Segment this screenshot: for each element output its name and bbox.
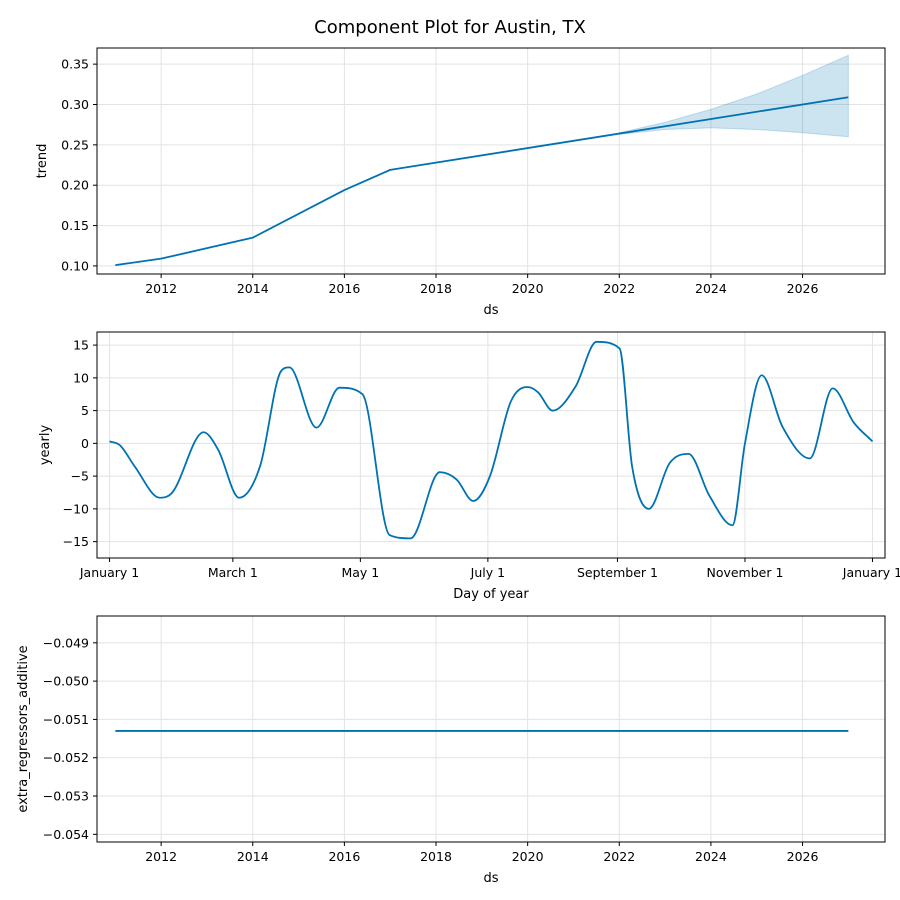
uncertainty-band [618,54,849,138]
x-tick-label: 2026 [787,281,819,296]
y-tick-label: 10 [73,370,89,385]
x-tick-label: 2012 [145,849,177,864]
x-tick-label: July 1 [470,565,505,580]
x-axis-label: Day of year [453,587,529,602]
y-tick-label: 0.30 [61,97,89,112]
y-axis-label: trend [35,144,50,179]
x-tick-label: January 1 [79,565,139,580]
x-tick-label: 2022 [603,281,635,296]
y-tick-label: −5 [71,469,89,484]
y-tick-label: −0.053 [43,789,89,804]
yearly-line [109,340,874,540]
x-tick-label: 2016 [328,849,360,864]
y-tick-label: 0.35 [61,57,89,72]
x-tick-label: 2024 [695,849,727,864]
y-tick-label: 5 [81,403,89,418]
x-tick-label: January 1 [842,565,900,580]
y-axis-label: extra_regressors_additive [16,645,31,812]
y-tick-label: 15 [73,338,89,353]
trend-panel: 2012 2014 2016 2018 2020 2022 2024 2026 0.10 0.15… [35,47,886,318]
axes-frame [96,331,886,559]
trend-line [115,96,849,267]
y-tick-label: −15 [63,534,89,549]
x-tick-label: November 1 [706,565,783,580]
y-tick-label: 0 [81,436,89,451]
y-tick-label: −0.050 [43,674,89,689]
figure-title: Component Plot for Austin, TX [314,17,586,38]
x-tick-label: May 1 [341,565,379,580]
yearly-panel: January 1 March 1 May 1 July 1 September 1 No… [38,331,900,602]
x-tick-label: 2014 [237,849,269,864]
x-tick-label: 2014 [237,281,269,296]
extra-regressors-panel: 2012 2014 2016 2018 2020 2022 2024 2026 −0.054 −0… [16,615,886,886]
y-tick-label: 0.10 [61,258,89,273]
x-tick-label: 2018 [420,281,452,296]
y-tick-label: −0.051 [43,712,89,727]
x-tick-label: March 1 [208,565,258,580]
x-tick-label: 2022 [603,849,635,864]
x-tick-label: 2026 [787,849,819,864]
axes-frame [96,615,886,843]
y-tick-label: −10 [63,501,89,516]
x-tick-label: 2020 [512,281,544,296]
x-tick-label: September 1 [577,565,658,580]
x-axis-label: ds [483,871,498,886]
x-tick-label: 2024 [695,281,727,296]
y-tick-label: −0.049 [43,635,89,650]
x-tick-label: 2016 [328,281,360,296]
x-tick-label: 2012 [145,281,177,296]
y-axis-label: yearly [38,425,53,466]
y-tick-label: 0.15 [61,218,89,233]
y-tick-label: −0.052 [43,750,89,765]
x-tick-label: 2020 [512,849,544,864]
x-tick-label: 2018 [420,849,452,864]
axes-frame [96,47,886,275]
y-tick-label: 0.25 [61,137,89,152]
y-tick-label: −0.054 [43,827,89,842]
y-tick-label: 0.20 [61,178,89,193]
x-axis-label: ds [483,303,498,318]
